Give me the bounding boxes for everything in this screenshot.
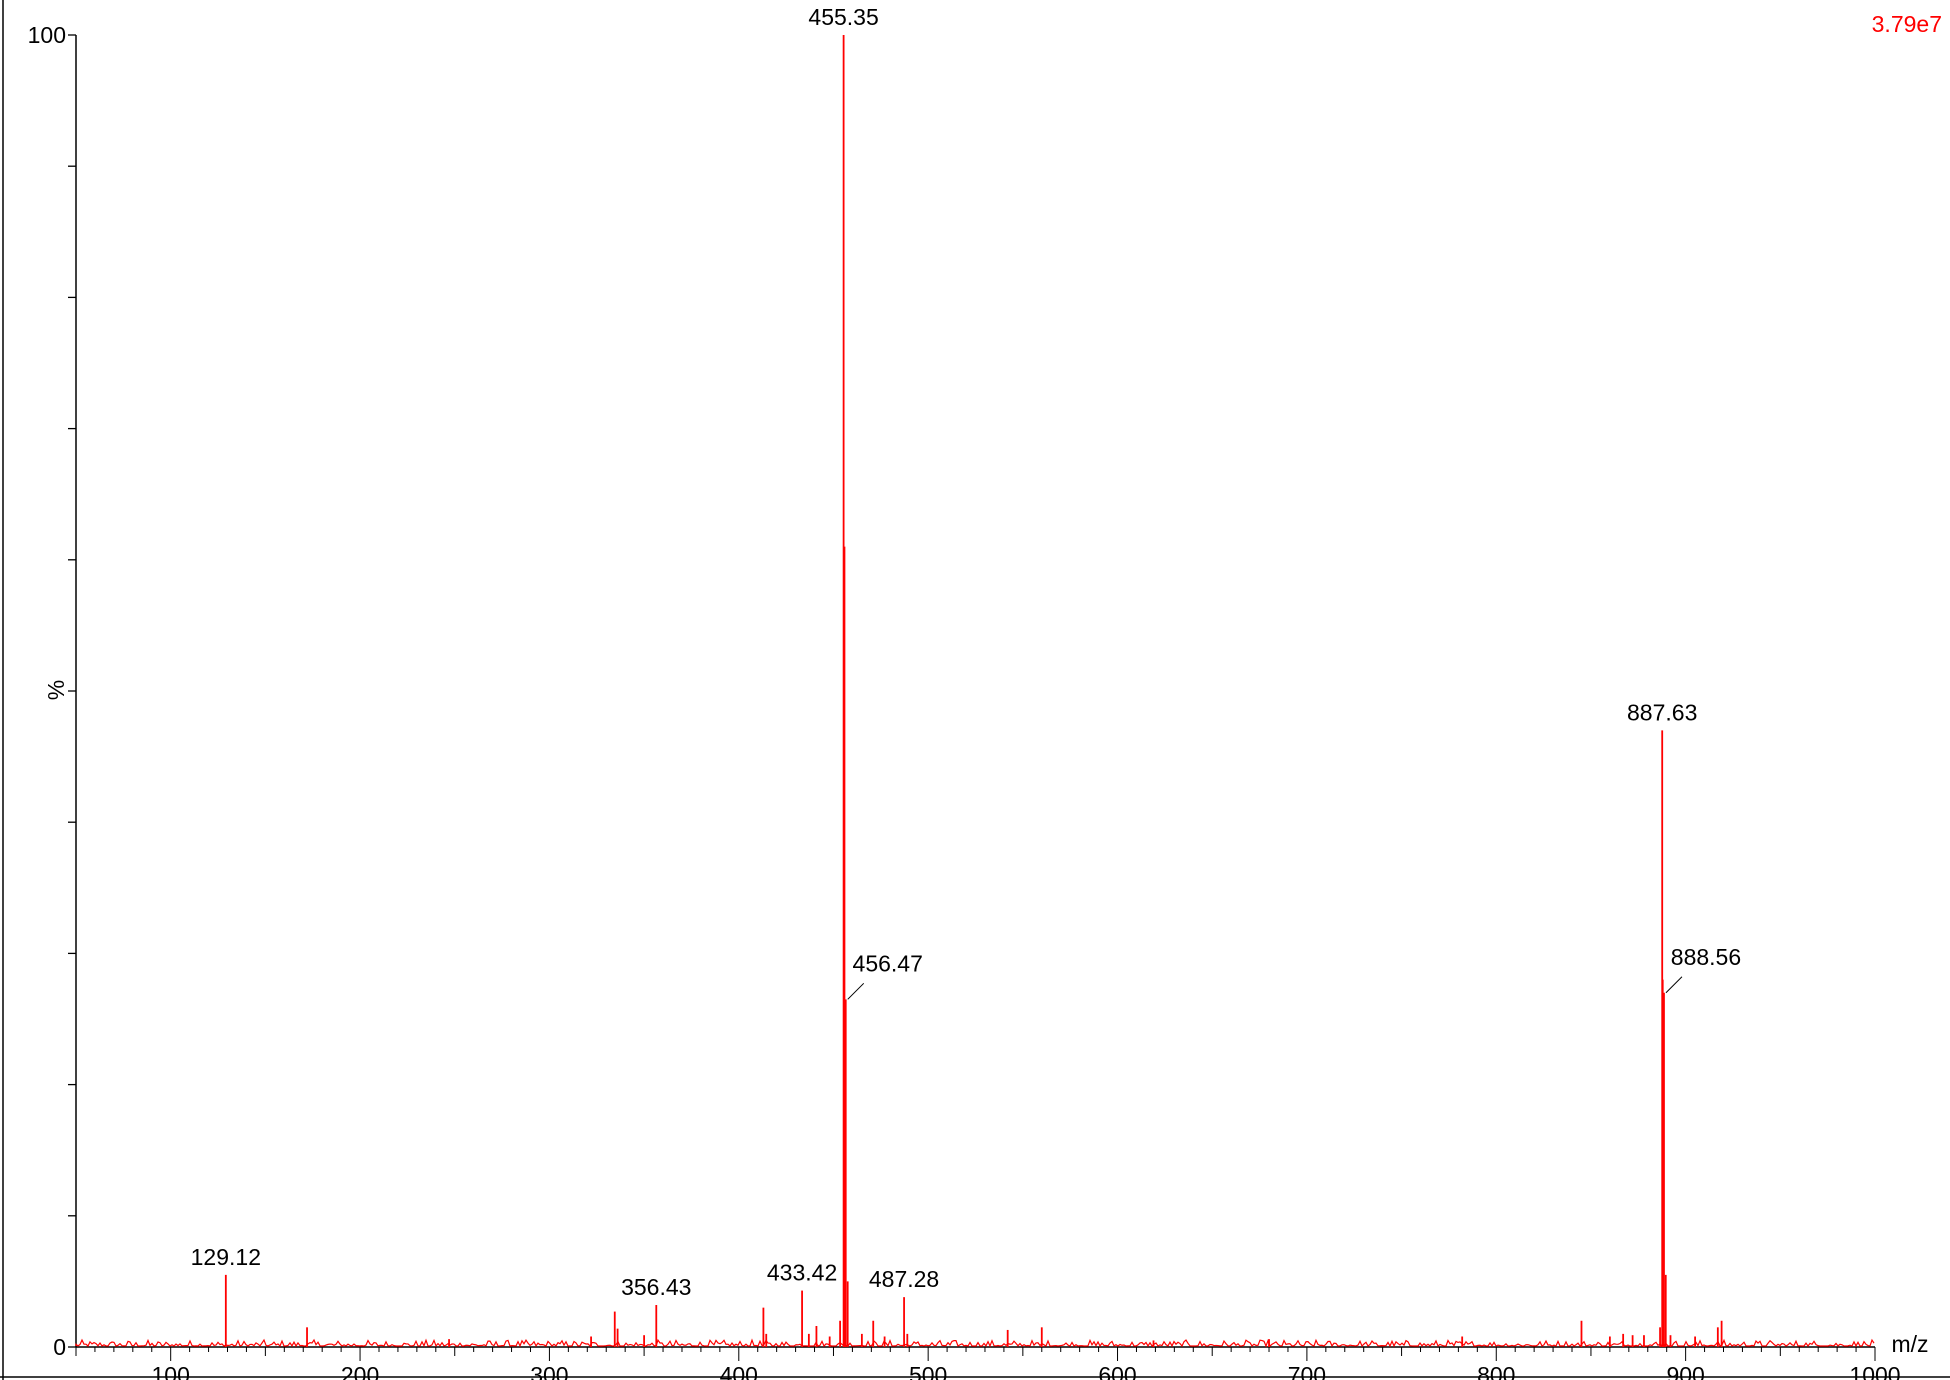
x-tick-label: 1000 [1849,1362,1900,1380]
x-tick-label: 900 [1666,1362,1704,1380]
x-tick-label: 100 [151,1362,189,1380]
x-tick-label: 600 [1098,1362,1136,1380]
peak-labels: 129.12 356.43 433.42 455.35 456.47 487.28 887.… [191,4,1741,1300]
peak-label: 433.42 [767,1260,837,1286]
x-tick-label: 800 [1477,1362,1515,1380]
peak-label: 487.28 [869,1266,939,1292]
y-tick-label: 0 [53,1334,66,1360]
peak-label: 455.35 [808,4,878,30]
y-axis-ticks: 0 100 [28,22,76,1360]
peak-label: 456.47 [853,950,923,976]
x-tick-label: 300 [530,1362,568,1380]
y-tick-label: 100 [28,22,66,48]
x-axis-label: m/z [1891,1331,1928,1357]
x-tick-label: 400 [720,1362,758,1380]
baseline-noise-trace [75,1338,1875,1348]
peak-label: 888.56 [1671,944,1741,970]
peak-sticks [224,35,1723,1347]
peak-label-leader [847,982,865,1000]
intensity-scale-label: 3.79e7 [1872,11,1942,37]
peak-label: 356.43 [621,1274,691,1300]
peak-label: 129.12 [191,1244,261,1270]
x-tick-label: 700 [1288,1362,1326,1380]
y-axis-label: % [43,680,69,700]
x-tick-label: 200 [341,1362,379,1380]
x-axis-ticks: 100 200 300 400 500 600 700 800 900 1000 [75,1347,1901,1380]
peak-label: 887.63 [1627,699,1697,725]
x-tick-label: 500 [909,1362,947,1380]
peak-label-leader [1665,976,1683,994]
